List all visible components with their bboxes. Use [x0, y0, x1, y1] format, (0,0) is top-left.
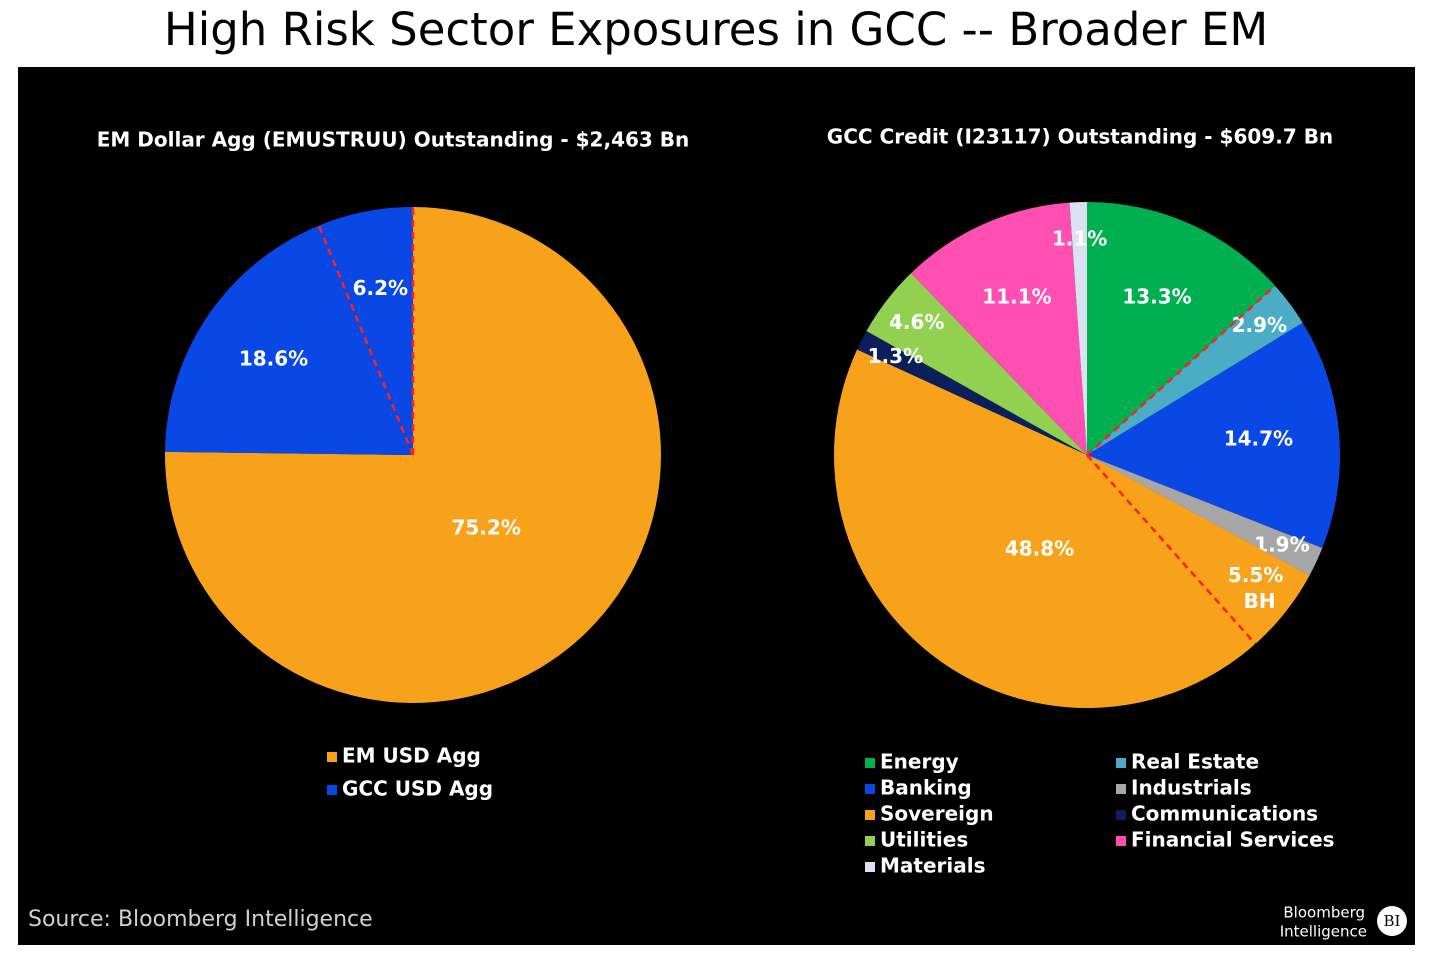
- highlight-line: [317, 225, 415, 456]
- logo-line: Bloomberg: [1283, 904, 1365, 922]
- legend-label: Utilities: [880, 828, 968, 852]
- legend-swatch: [1116, 758, 1126, 768]
- legend-label: EM USD Agg: [342, 744, 481, 768]
- legend-label: Banking: [880, 776, 972, 800]
- legend-label: Energy: [880, 750, 959, 774]
- value-label: 13.3%: [1122, 284, 1191, 308]
- pie-slice: [1087, 285, 1303, 455]
- logo-badge-circle: [1377, 906, 1407, 936]
- legend-label: GCC USD Agg: [342, 777, 493, 801]
- legend-swatch: [865, 836, 875, 846]
- value-label: 6.2%: [353, 276, 408, 300]
- value-label: 48.8%: [1005, 537, 1074, 561]
- value-label: 11.1%: [982, 284, 1051, 308]
- pie-slice: [1087, 202, 1276, 455]
- source: Source: Bloomberg Intelligence: [28, 907, 373, 932]
- value-label: 5.5%: [1228, 563, 1283, 587]
- legend-label: Industrials: [1131, 776, 1252, 800]
- legend-swatch: [865, 758, 875, 768]
- legend-label: Financial Services: [1131, 828, 1335, 852]
- value-label: 14.7%: [1224, 427, 1293, 451]
- value-label: 1.3%: [868, 344, 923, 368]
- highlight-line: [1086, 454, 1257, 645]
- value-label: 1.1%: [1052, 227, 1107, 251]
- logo-badge: BI: [1384, 912, 1401, 930]
- legend-swatch: [865, 862, 875, 872]
- page-title: High Risk Sector Exposures in GCC -- Bro…: [164, 3, 1268, 56]
- pie-slice: [857, 331, 1087, 455]
- chart-title: GCC Credit (I23117) Outstanding - $609.7…: [827, 125, 1333, 149]
- pie-slice: [911, 202, 1087, 455]
- legend-swatch: [865, 810, 875, 820]
- legend-swatch: [865, 784, 875, 794]
- legend-swatch: [1116, 784, 1126, 794]
- legend-label: Sovereign: [880, 802, 994, 826]
- chart-title: EM Dollar Agg (EMUSTRUU) Outstanding - $…: [97, 128, 690, 152]
- legend-swatch: [327, 752, 337, 762]
- pie-slice: [833, 349, 1310, 709]
- pie-slice: [1087, 455, 1323, 576]
- pie-slice: [1087, 322, 1341, 549]
- pie-sub-slice: [1087, 455, 1310, 644]
- legend-swatch: [1116, 810, 1126, 820]
- legend-label: Real Estate: [1131, 750, 1259, 774]
- legend-label: Communications: [1131, 802, 1318, 826]
- value-label: BH: [1244, 589, 1276, 613]
- highlight-line: [1086, 284, 1276, 456]
- legend-label: Materials: [880, 854, 986, 878]
- pie-slice: [165, 225, 413, 455]
- legend-swatch: [1116, 836, 1126, 846]
- legend-swatch: [327, 785, 337, 795]
- value-label: 18.6%: [239, 347, 308, 371]
- value-label: 75.2%: [451, 516, 520, 540]
- pie-slice: [1069, 202, 1087, 455]
- logo-line: Intelligence: [1280, 923, 1367, 941]
- pie-slice: [866, 273, 1087, 455]
- pie-slice: [318, 207, 413, 455]
- value-label: 4.6%: [889, 310, 944, 334]
